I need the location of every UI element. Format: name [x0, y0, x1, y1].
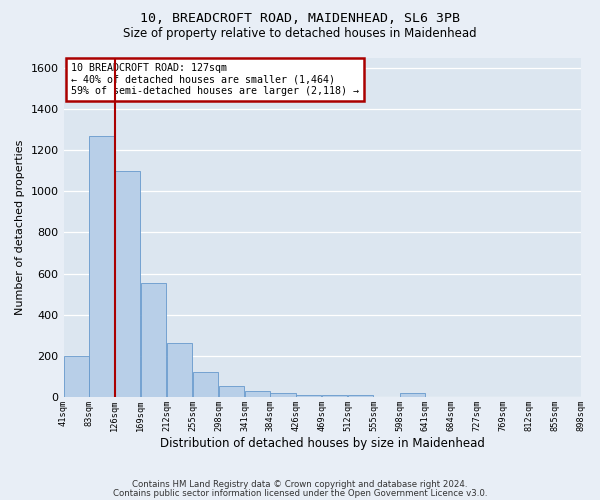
- Bar: [218, 386, 244, 397]
- Bar: [322, 394, 347, 397]
- Bar: [141, 283, 166, 397]
- Text: Contains HM Land Registry data © Crown copyright and database right 2024.: Contains HM Land Registry data © Crown c…: [132, 480, 468, 489]
- Bar: [193, 372, 218, 397]
- Y-axis label: Number of detached properties: Number of detached properties: [15, 140, 25, 315]
- Bar: [89, 136, 114, 397]
- Bar: [245, 390, 270, 397]
- Bar: [400, 394, 425, 397]
- Text: Contains public sector information licensed under the Open Government Licence v3: Contains public sector information licen…: [113, 489, 487, 498]
- Bar: [167, 342, 192, 397]
- Bar: [115, 170, 140, 397]
- Text: Size of property relative to detached houses in Maidenhead: Size of property relative to detached ho…: [123, 28, 477, 40]
- Text: 10, BREADCROFT ROAD, MAIDENHEAD, SL6 3PB: 10, BREADCROFT ROAD, MAIDENHEAD, SL6 3PB: [140, 12, 460, 26]
- Bar: [296, 394, 321, 397]
- Text: 10 BREADCROFT ROAD: 127sqm
← 40% of detached houses are smaller (1,464)
59% of s: 10 BREADCROFT ROAD: 127sqm ← 40% of deta…: [71, 62, 359, 96]
- Bar: [347, 394, 373, 397]
- X-axis label: Distribution of detached houses by size in Maidenhead: Distribution of detached houses by size …: [160, 437, 484, 450]
- Bar: [64, 356, 89, 397]
- Bar: [271, 392, 296, 397]
